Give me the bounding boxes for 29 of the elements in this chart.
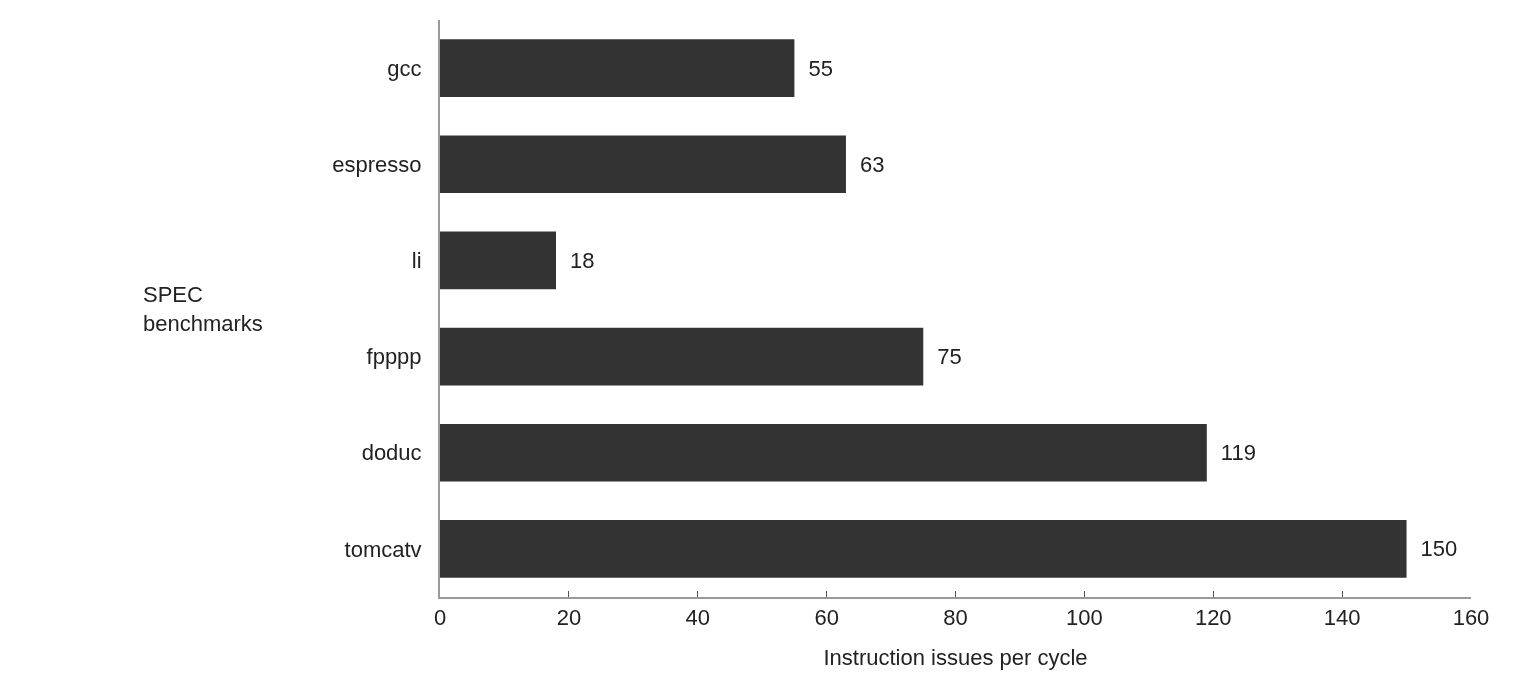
y-tick-label: gcc <box>387 55 422 81</box>
x-axis-title: Instruction issues per cycle <box>823 644 1088 670</box>
bar <box>440 423 1207 482</box>
x-tick-label: 140 <box>1323 605 1361 631</box>
x-tick-label: 160 <box>1452 605 1490 631</box>
bar <box>440 39 795 97</box>
data-label: 63 <box>848 151 885 177</box>
bar <box>440 327 924 386</box>
bar <box>440 520 1407 578</box>
y-tick-label: li <box>411 248 422 274</box>
x-tick-label: 100 <box>1066 605 1103 631</box>
data-label: 119 <box>1209 440 1256 466</box>
bar <box>440 135 846 194</box>
x-tick-label: 0 <box>433 605 447 631</box>
x-tick-label: 60 <box>814 605 839 631</box>
x-tick-label: 80 <box>943 605 968 631</box>
x-tick-label: 40 <box>685 605 710 631</box>
data-label: 150 <box>1409 536 1458 562</box>
bar <box>440 231 556 290</box>
y-tick-label: espresso <box>332 151 422 177</box>
y-tick-label: doduc <box>361 440 422 466</box>
x-tick-label: 120 <box>1194 605 1232 631</box>
x-tick-label: 20 <box>556 605 582 631</box>
data-label: 18 <box>558 247 595 273</box>
y-tick-label: tomcatv <box>344 536 422 562</box>
data-label: 75 <box>926 344 962 370</box>
y-tick-label: fpppp <box>366 344 422 370</box>
data-label: 55 <box>797 55 833 81</box>
y-axis-title: SPEC benchmarks <box>143 282 263 336</box>
